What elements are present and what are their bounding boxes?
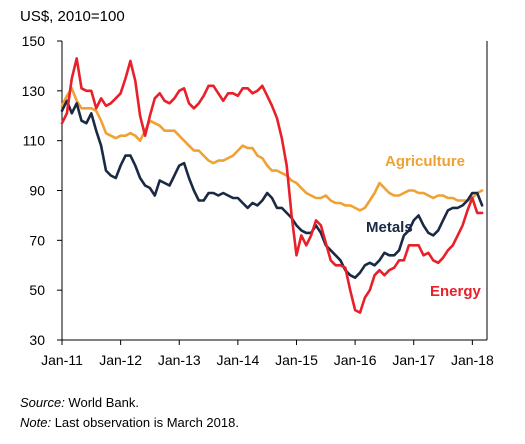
series-line-metals [60,99,484,279]
series-label-energy: Energy [430,283,482,300]
y-tick-label: 130 [22,83,46,99]
x-tick-label: Jan-14 [216,352,259,368]
y-tick-label: 150 [22,33,46,49]
x-tick-label: Jan-15 [275,352,318,368]
y-unit-label: US$, 2010=100 [20,8,125,25]
series-layer [60,57,484,314]
x-tick-label: Jan-18 [451,352,494,368]
y-tick-label: 30 [29,332,45,348]
x-tick-label: Jan-13 [158,352,201,368]
source-line: Source: World Bank. [20,393,239,413]
x-tick-label: Jan-11 [41,352,83,368]
x-tick-label: Jan-12 [99,352,142,368]
axes: 30 50 70 90 110 130 150 Jan-11 Jan-12 Jan-13 Jan-1… [22,33,494,368]
x-tick-label: Jan-17 [392,352,435,368]
y-tick-label: 90 [29,183,45,199]
series-line-energy [60,57,484,314]
y-tick-label: 50 [29,282,45,298]
y-tick-label: 70 [29,232,45,248]
series-label-agriculture: Agriculture [385,153,465,170]
source-label: Source: [20,395,65,410]
commodity-price-chart: US$, 2010=100 30 50 70 90 110 130 150 Jan-11 Jan… [20,8,494,368]
series-label-metals: Metals [366,219,413,236]
chart-notes: Source: World Bank. Note: Last observati… [20,393,239,433]
series-labels: Agriculture Metals Energy [366,153,482,300]
source-text: World Bank. [64,395,139,410]
note-line: Note: Last observation is March 2018. [20,413,239,433]
note-label: Note: [20,415,52,430]
note-text: Last observation is March 2018. [51,415,239,430]
x-tick-label: Jan-16 [334,352,377,368]
series-line-agriculture [60,87,484,212]
y-tick-label: 110 [23,133,46,149]
